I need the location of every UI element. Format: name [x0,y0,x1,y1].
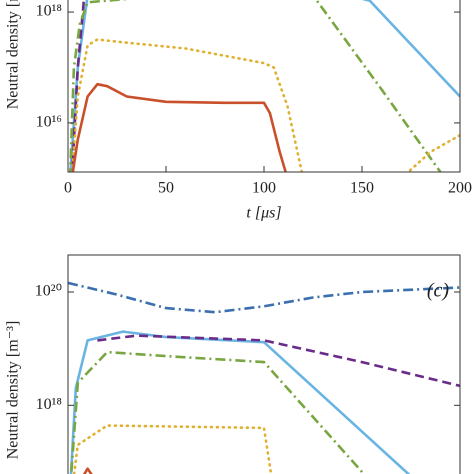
series-line [68,281,460,314]
series-line [69,0,460,172]
plot-frame [67,254,461,474]
x-axis-label: t [μs] [246,205,281,222]
y-tick-label: 10¹⁶ [36,114,62,131]
x-tick-label: 100 [252,180,276,197]
plot-area [68,281,460,474]
plot-area [68,0,460,172]
series-line [71,38,460,172]
series-line [70,0,86,172]
plot-frame [67,0,461,173]
y-axis-label: Neutral density [m⁻³] [5,0,22,109]
series-line [82,467,93,474]
series-line [97,334,460,388]
x-tick-label: 0 [64,180,72,197]
x-tick-label: 50 [158,180,174,197]
series-line [69,330,410,474]
x-tick-label: 150 [350,180,374,197]
panel-label: (c) [427,280,450,302]
series-line [72,424,273,474]
y-axis-label: Neutral density [m⁻³] [5,321,22,460]
x-tick-label: 200 [448,180,472,197]
y-tick-label: 10²⁰ [35,283,62,300]
series-line [71,82,287,172]
series-line [68,0,442,172]
series-line [69,350,366,474]
y-tick-label: 10¹⁸ [36,3,62,20]
y-tick-label: 10¹⁸ [36,396,62,413]
